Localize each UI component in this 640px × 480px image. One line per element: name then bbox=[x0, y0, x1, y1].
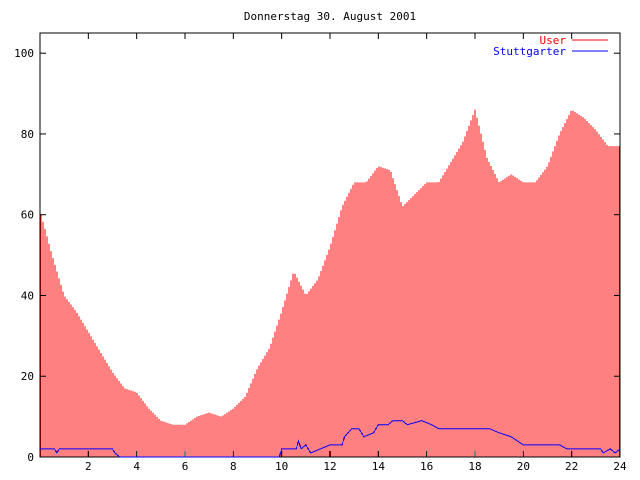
x-tick-label: 2 bbox=[85, 460, 92, 473]
user-impulses bbox=[40, 109, 620, 457]
x-tick-label: 14 bbox=[372, 460, 386, 473]
stuttgarter-line bbox=[40, 420, 621, 458]
x-tick-label: 24 bbox=[613, 460, 627, 473]
x-tick-label: 20 bbox=[517, 460, 530, 473]
x-tick-label: 16 bbox=[420, 460, 433, 473]
x-tick-label: 10 bbox=[275, 460, 288, 473]
x-tick-label: 22 bbox=[565, 460, 578, 473]
y-tick-label: 100 bbox=[14, 47, 34, 60]
legend-label: User bbox=[540, 34, 567, 47]
chart-title: Donnerstag 30. August 2001 bbox=[244, 10, 416, 23]
y-tick-label: 0 bbox=[27, 451, 34, 464]
x-tick-label: 4 bbox=[133, 460, 140, 473]
stuttgarter-line-layer bbox=[40, 420, 621, 458]
y-tick-label: 20 bbox=[21, 370, 34, 383]
y-tick-label: 40 bbox=[21, 289, 34, 302]
x-tick-label: 6 bbox=[182, 460, 189, 473]
x-tick-label: 18 bbox=[468, 460, 481, 473]
legend-label: Stuttgarter bbox=[493, 45, 566, 58]
x-tick-label: 8 bbox=[230, 460, 237, 473]
y-tick-label: 60 bbox=[21, 209, 34, 222]
y-tick-label: 80 bbox=[21, 128, 34, 141]
x-tick-label: 12 bbox=[323, 460, 336, 473]
